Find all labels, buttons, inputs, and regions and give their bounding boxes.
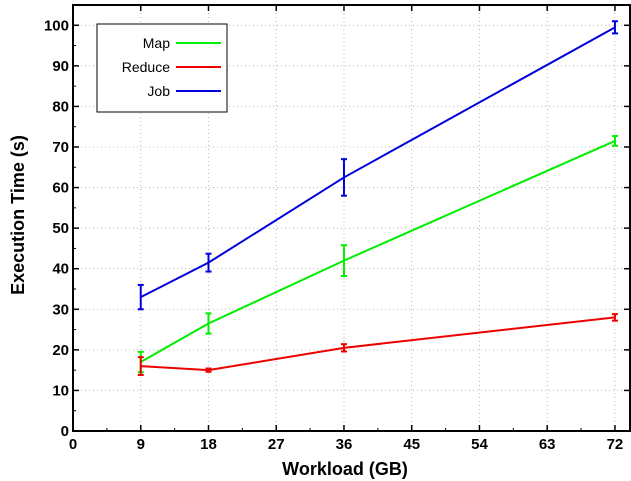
job-error-bar: [340, 158, 347, 197]
job-error-bar: [611, 20, 618, 35]
x-tick-label: 27: [268, 436, 285, 453]
job-series-line: [140, 26, 616, 299]
legend-label-job: Job: [147, 83, 170, 99]
x-tick-label: 36: [336, 436, 353, 453]
map-error-bar: [611, 135, 618, 147]
reduce-series-line: [140, 316, 616, 372]
job-error-bar: [137, 283, 144, 311]
y-axis-title: Execution Time (s): [8, 135, 28, 295]
y-tick-label: 60: [52, 180, 69, 197]
y-tick-label: 20: [52, 342, 69, 359]
legend-label-map: Map: [143, 35, 170, 51]
x-tick-label: 0: [69, 436, 77, 453]
reduce-error-bar: [611, 313, 618, 322]
y-tick-label: 100: [44, 17, 69, 34]
map-series-line: [140, 139, 616, 363]
reduce-error-bar: [137, 356, 144, 377]
map-error-bar: [205, 312, 212, 335]
series-layer: [137, 20, 618, 377]
y-tick-label: 70: [52, 139, 69, 156]
grid: [73, 5, 630, 431]
legend-label-reduce: Reduce: [122, 59, 170, 75]
x-tick-label: 72: [607, 436, 624, 453]
y-tick-label: 80: [52, 98, 69, 115]
legend: Map Reduce Job: [96, 23, 228, 113]
x-axis-title: Workload (GB): [282, 459, 408, 479]
x-tick-label: 9: [137, 436, 145, 453]
axes: 0 9 18 27 36 45 54 63 72 0 10 20 30 40 50 60 70 80 90 100: [44, 4, 631, 453]
y-tick-label: 40: [52, 261, 69, 278]
x-tick-label: 63: [539, 436, 556, 453]
y-tick-label: 50: [52, 220, 69, 237]
reduce-error-bar: [340, 343, 347, 353]
y-tick-label: 10: [52, 382, 69, 399]
y-tick-label: 0: [61, 423, 69, 440]
x-tick-label: 45: [403, 436, 420, 453]
y-tick-label: 30: [52, 301, 69, 318]
y-tick-label: 90: [52, 58, 69, 75]
job-error-bar: [205, 252, 212, 273]
plot-frame: [72, 4, 631, 432]
x-tick-label: 18: [200, 436, 217, 453]
map-error-bar: [340, 244, 347, 278]
reduce-error-bar: [205, 367, 212, 373]
x-tick-label: 54: [471, 436, 488, 453]
